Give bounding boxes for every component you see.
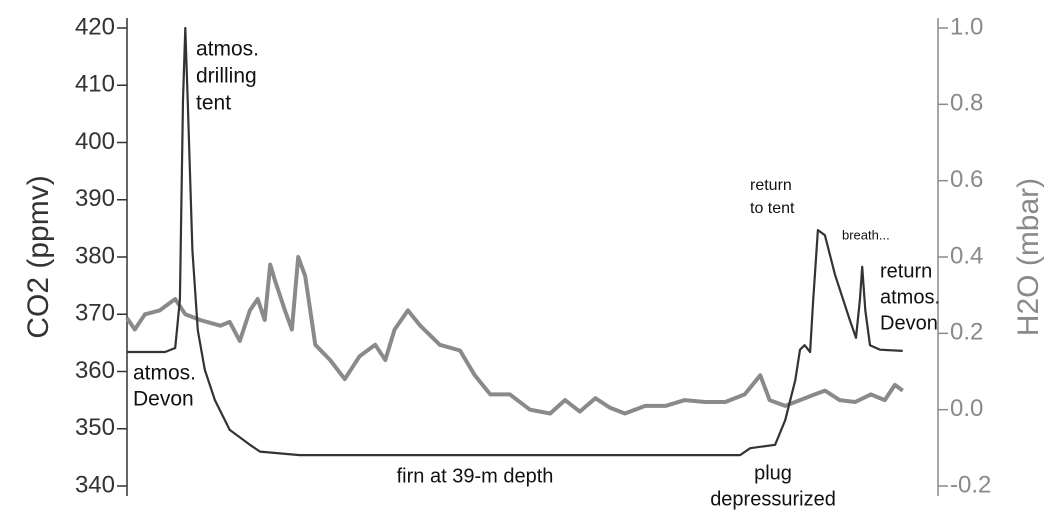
annotation: plug (754, 462, 792, 484)
y2-tick-label: 1.0 (950, 13, 983, 40)
y2-tick-label: 0.2 (950, 319, 983, 346)
y-tick-label: 390 (75, 185, 115, 212)
annotation: depressurized (710, 488, 836, 510)
y2-tick-label: 0.4 (950, 242, 983, 269)
y2-tick-label: 0.6 (950, 166, 983, 193)
annotation: atmos. (133, 362, 196, 385)
annotation: return (880, 260, 932, 282)
y-tick-label: 340 (75, 471, 115, 498)
y-tick-label: 360 (75, 357, 115, 384)
annotation: atmos. (196, 38, 259, 61)
y-tick-label: 400 (75, 128, 115, 155)
annotation: return (750, 177, 792, 194)
y-tick-label: 420 (75, 13, 115, 40)
y2-tick-label: 0.8 (950, 90, 983, 117)
annotation: atmos. (880, 286, 940, 308)
annotation: firn at 39-m depth (397, 465, 554, 487)
y-tick-label: 410 (75, 71, 115, 98)
co2-line (127, 26, 903, 457)
y2-axis-title: H2O (mbar) (1012, 178, 1045, 336)
annotation: tent (196, 92, 231, 115)
annotation: drilling (196, 65, 257, 88)
annotation: Devon (133, 388, 194, 411)
y-axis-title: CO2 (ppmv) (22, 175, 55, 338)
y-tick-label: 370 (75, 300, 115, 327)
annotation: breath... (842, 227, 890, 242)
y-tick-label: 380 (75, 242, 115, 269)
y2-tick-label: -0.2 (950, 471, 991, 498)
y-tick-label: 350 (75, 414, 115, 441)
h2o-line (125, 255, 904, 416)
y2-tick-label: 0.0 (950, 395, 983, 422)
annotation: Devon (880, 312, 938, 334)
annotation: to tent (750, 200, 795, 217)
